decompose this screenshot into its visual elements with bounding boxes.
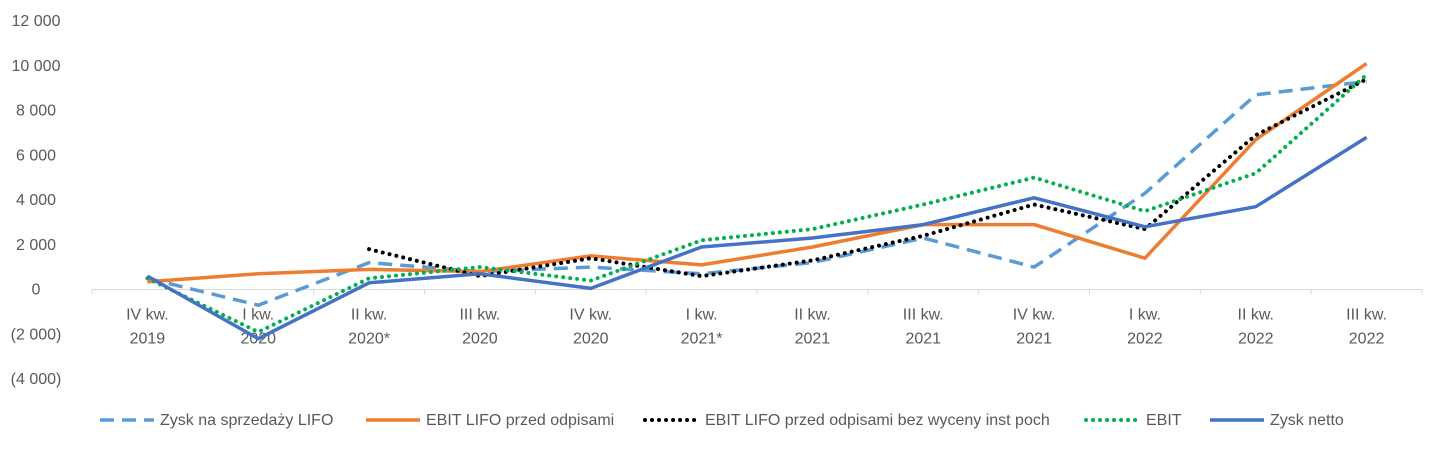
x-tick-label-line2: 2020* — [348, 331, 390, 348]
y-tick-label: (4 000) — [11, 371, 62, 388]
x-tick-label-line2: 2022 — [1349, 331, 1385, 348]
legend-label-4: EBIT — [1146, 412, 1182, 429]
x-tick-label-line1: IV kw. — [569, 307, 612, 324]
y-tick-label: 4 000 — [16, 192, 56, 209]
x-tick-label-line1: I kw. — [686, 307, 718, 324]
x-tick-label-line2: 2019 — [130, 331, 166, 348]
x-tick-label-line2: 2020 — [573, 331, 609, 348]
legend-label-1: Zysk na sprzedaży LIFO — [160, 412, 333, 429]
y-tick-label: 6 000 — [16, 147, 56, 164]
y-tick-label: 2 000 — [16, 237, 56, 254]
y-tick-label: 10 000 — [12, 58, 61, 75]
x-tick-label-line1: II kw. — [1238, 307, 1274, 324]
x-tick-label-line1: IV kw. — [126, 307, 169, 324]
legend-label-3: EBIT LIFO przed odpisami bez wyceny inst… — [705, 412, 1050, 429]
x-tick-label-line1: II kw. — [794, 307, 830, 324]
x-tick-label-line1: I kw. — [242, 307, 274, 324]
series-lines — [145, 62, 1369, 341]
y-tick-label: 12 000 — [12, 13, 61, 30]
x-tick-label-line2: 2021* — [681, 331, 723, 348]
x-tick-label-line2: 2022 — [1127, 331, 1163, 348]
y-tick-label: 0 — [32, 282, 41, 299]
x-tick-label-line1: IV kw. — [1013, 307, 1056, 324]
series-line-2 — [147, 62, 1368, 284]
x-tick-label-line1: III kw. — [903, 307, 944, 324]
y-tick-label: 8 000 — [16, 103, 56, 120]
x-tick-label-line2: 2021 — [1016, 331, 1052, 348]
x-tick-label-line1: I kw. — [1129, 307, 1161, 324]
series-line-4 — [145, 72, 1369, 334]
y-axis-labels: 12 000 10 000 8 000 6 000 4 000 2 000 0 (2 000)… — [11, 13, 62, 388]
x-tick-label-line2: 2021 — [795, 331, 831, 348]
series-line-5 — [146, 135, 1368, 341]
x-tick-label-line1: II kw. — [351, 307, 387, 324]
x-tick-label-line2: 2022 — [1238, 331, 1274, 348]
series-line-3 — [367, 77, 1369, 279]
legend-label-5: Zysk netto — [1270, 412, 1344, 429]
legend-label-2: EBIT LIFO przed odpisami — [426, 412, 614, 429]
y-tick-label: (2 000) — [11, 326, 62, 343]
x-tick-label-line1: III kw. — [459, 307, 500, 324]
x-tick-label-line2: 2020 — [462, 331, 498, 348]
x-axis: IV kw. 2019 I kw. 2020 II kw. 2020* III kw. 202… — [91, 289, 1423, 348]
x-tick-label-line2: 2021 — [905, 331, 941, 348]
legend: Zysk na sprzedaży LIFO EBIT LIFO przed od… — [100, 412, 1344, 429]
x-tick-label-line1: III kw. — [1346, 307, 1387, 324]
